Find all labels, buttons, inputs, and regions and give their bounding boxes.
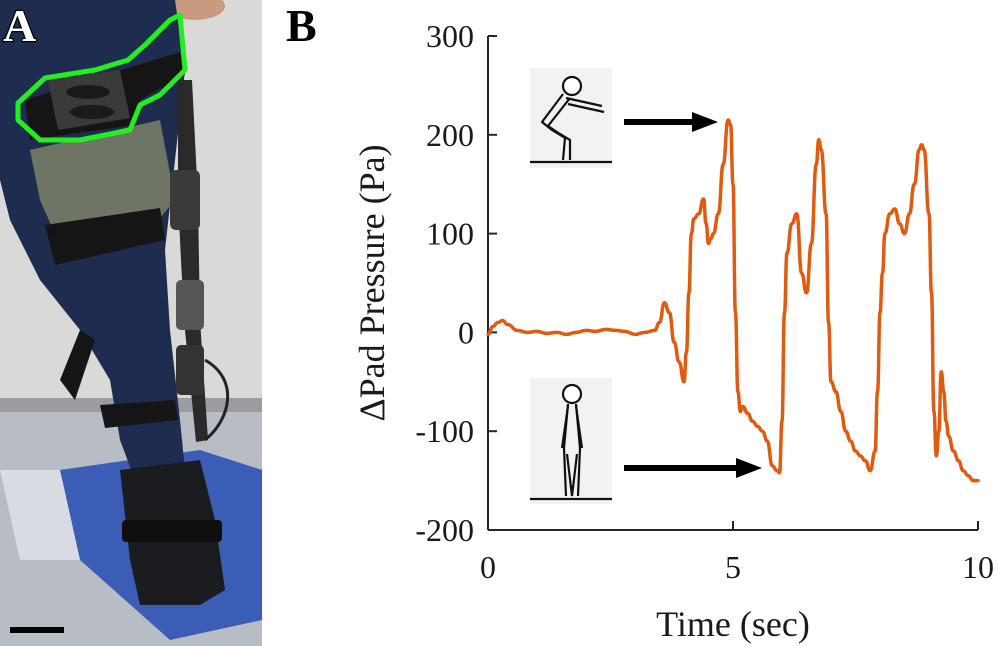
rear-strap: [60, 330, 95, 400]
pad-slot: [66, 85, 110, 99]
pressure-series-line: [486, 118, 980, 483]
pressure-chart: B 300 200 100 0 -100 -200 0 5 10 ΔPad Pressure …: [286, 0, 994, 644]
pad-highlight-outline: [15, 12, 188, 143]
x-axis-title: Time (sec): [656, 604, 810, 644]
y-axis-ticks: 300 200 100 0 -100 -200: [415, 18, 497, 548]
actuator-joint: [170, 170, 200, 230]
x-tick-label: 0: [480, 549, 496, 585]
scale-bar: [10, 627, 64, 633]
actuator-joint: [176, 345, 204, 395]
calf-strap: [100, 400, 178, 428]
x-tick-label: 5: [725, 549, 741, 585]
y-tick-label: 200: [426, 117, 474, 153]
floor-tape-stripe-white: [0, 470, 80, 560]
arrow-right-icon: [624, 112, 718, 132]
y-tick-label: -200: [415, 512, 474, 548]
x-axis-ticks: 0 5 10: [480, 521, 994, 585]
y-tick-label: 0: [458, 314, 474, 350]
pad-slot: [70, 105, 114, 119]
y-tick-label: -100: [415, 413, 474, 449]
actuator-joint: [176, 280, 204, 330]
brace-photo: A: [0, 0, 262, 646]
x-tick-label: 10: [962, 549, 994, 585]
knee-strap: [45, 208, 165, 265]
shoe-strap: [122, 520, 222, 542]
arrow-right-icon: [624, 458, 762, 478]
y-tick-label: 100: [426, 216, 474, 252]
panel-b-label: B: [286, 0, 317, 51]
y-tick-label: 300: [426, 18, 474, 54]
standing-pose-icon: [530, 378, 612, 504]
y-axis-title: ΔPad Pressure (Pa): [352, 144, 392, 421]
squat-pose-icon: [530, 68, 612, 168]
brace-cable: [204, 358, 230, 442]
panel-a-label: A: [3, 0, 36, 51]
